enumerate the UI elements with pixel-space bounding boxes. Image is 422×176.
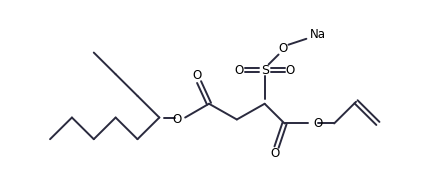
Text: S: S [261,64,269,77]
Text: O: O [286,64,295,77]
Text: O: O [278,42,287,55]
Text: O: O [313,117,322,130]
Text: O: O [270,147,279,161]
Text: O: O [172,113,181,126]
Text: Na: Na [310,28,326,41]
Text: O: O [234,64,243,77]
Text: O: O [192,69,202,82]
